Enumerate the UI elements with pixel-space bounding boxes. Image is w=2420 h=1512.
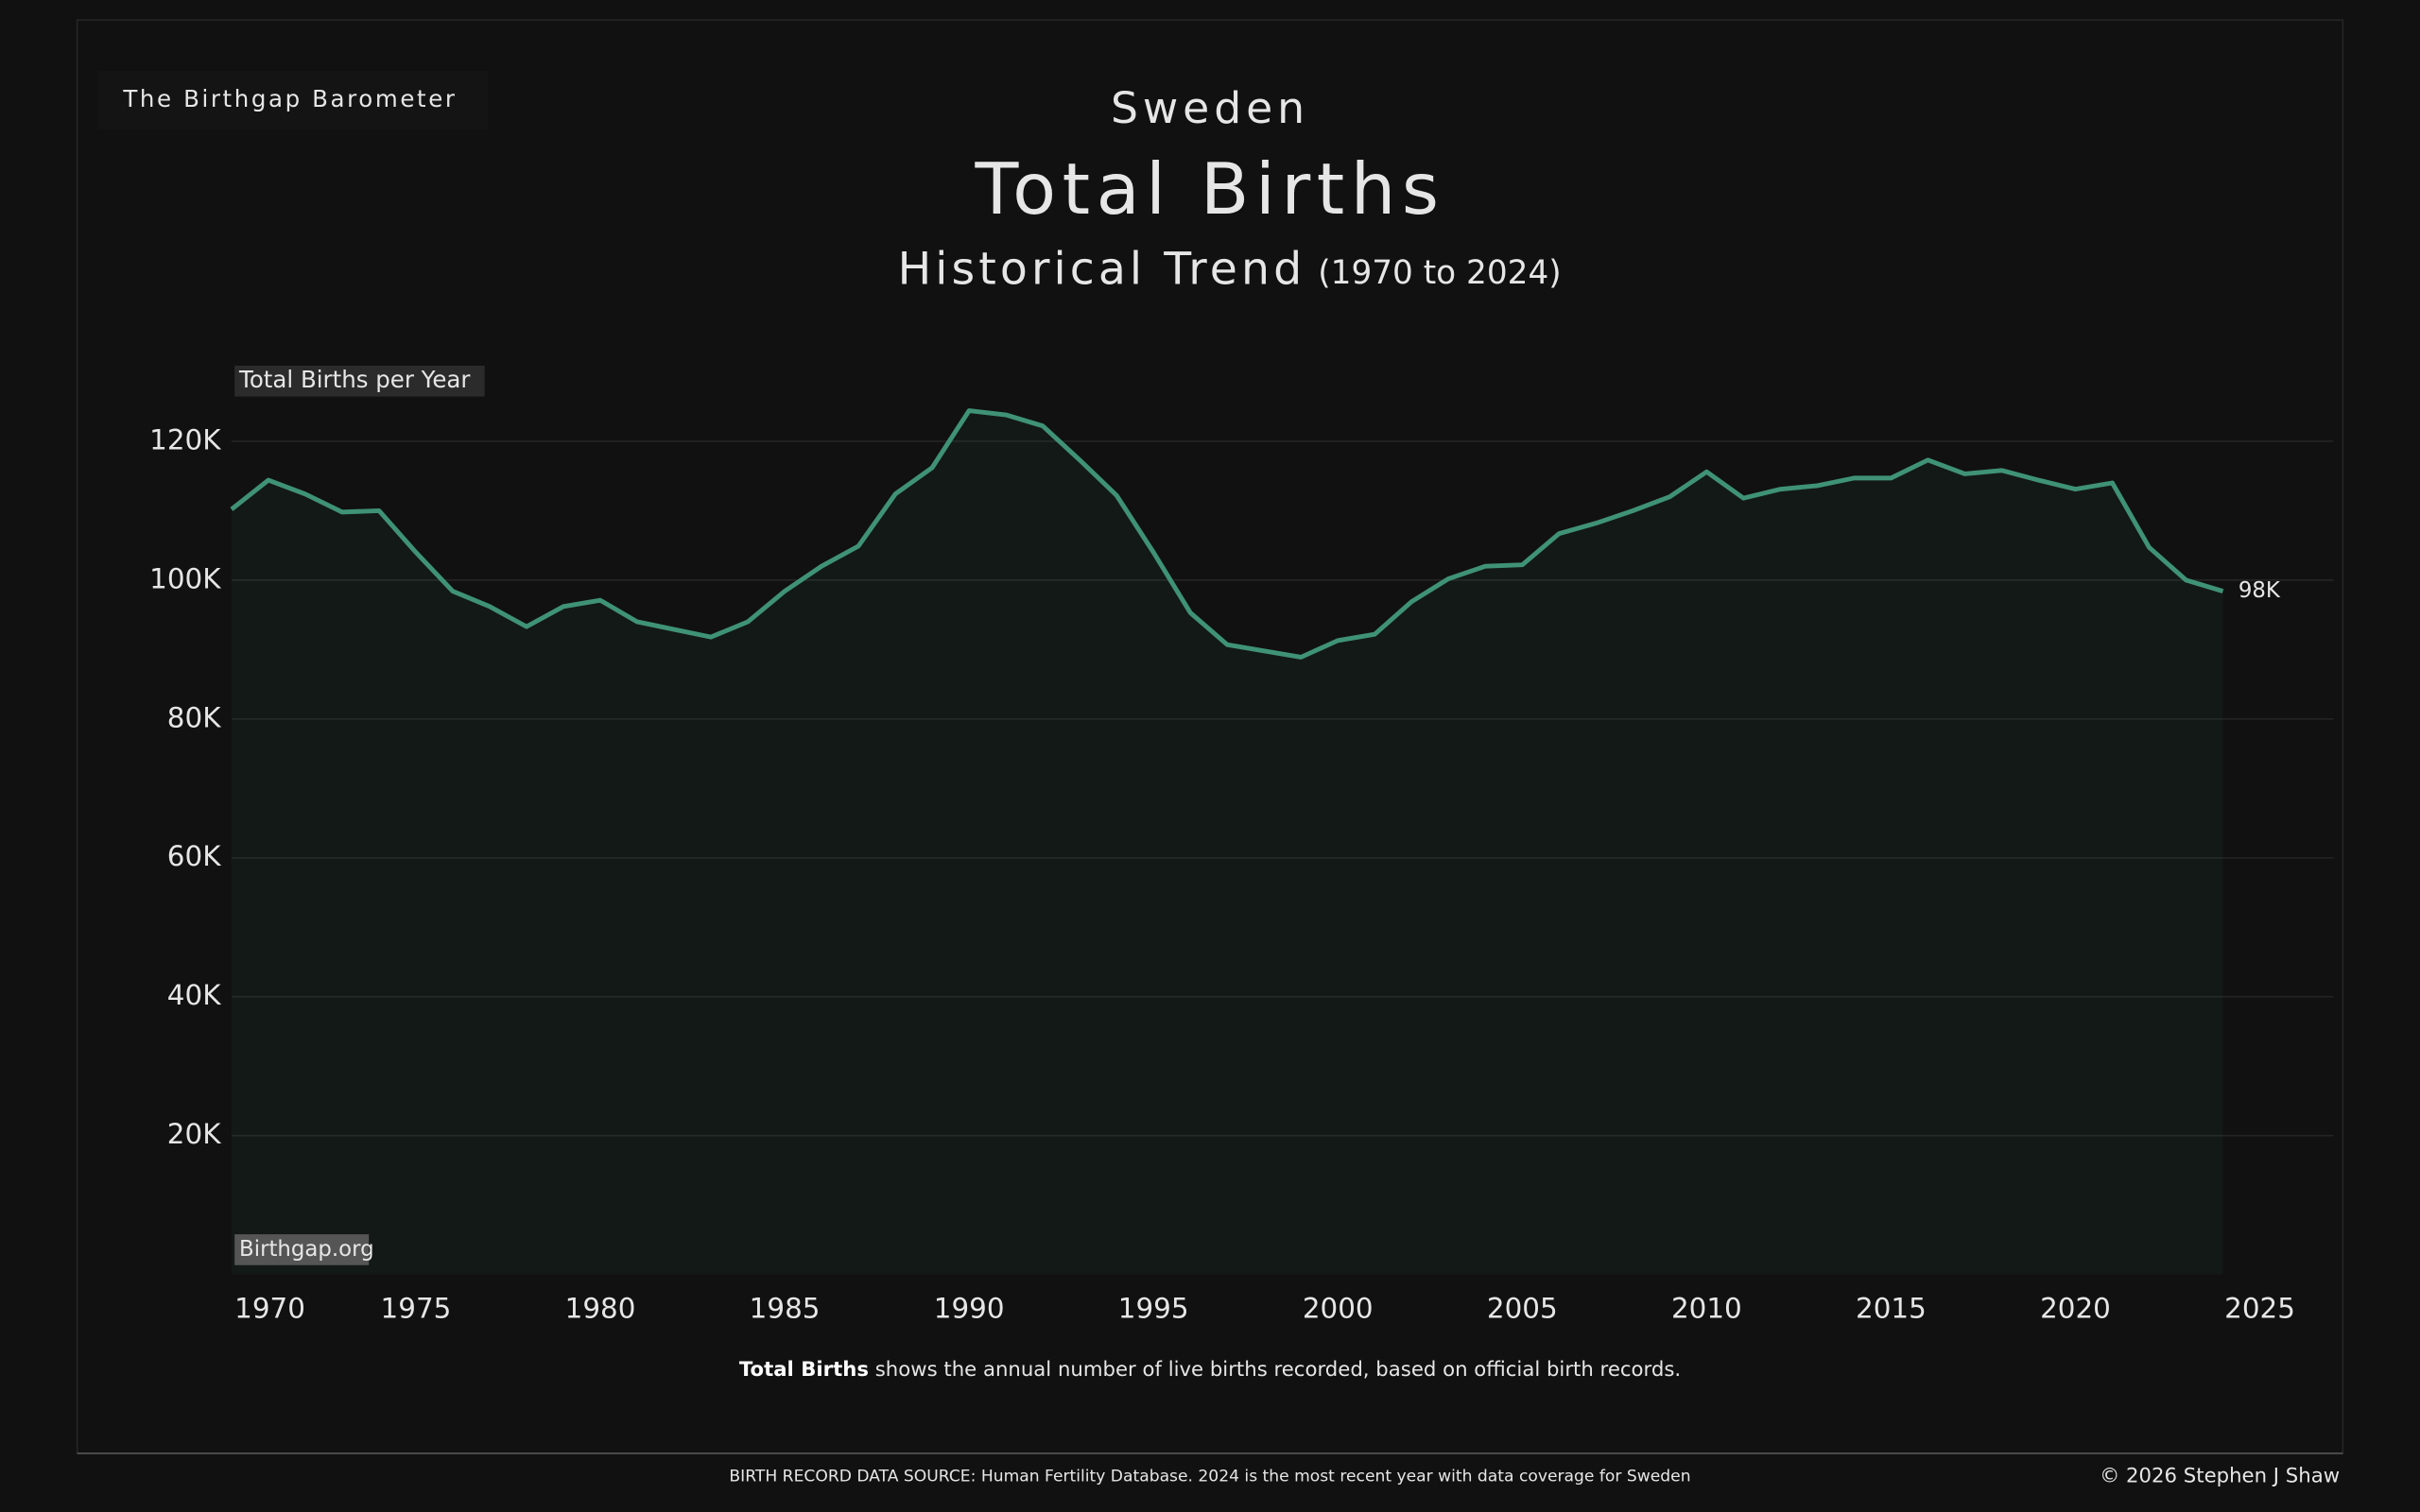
chart-subtitle: Historical Trend [898, 243, 1306, 295]
plot: 20K 40K 60K 80K 100K 120K 1970 1975 1980 1985 1990… [149, 408, 2334, 1325]
caption-text: shows the annual number of live births r… [869, 1358, 1681, 1382]
x-tick-label: 1980 [565, 1293, 636, 1325]
area [231, 410, 2223, 1275]
x-tick-label: 1970 [234, 1293, 305, 1325]
caption: Total Births shows the annual number of … [739, 1358, 1681, 1382]
chart-title: Total Births [974, 147, 1444, 231]
copyright: © 2026 Stephen J Shaw [2100, 1464, 2340, 1487]
watermark-box [234, 1234, 370, 1265]
x-tick-label: 2015 [1856, 1293, 1927, 1325]
y-axis-label: Total Births per Year [238, 366, 471, 393]
country: Sweden [1111, 83, 1309, 133]
value-label: 98K [2238, 578, 2281, 603]
y-tick-label: 20K [167, 1118, 221, 1150]
chart-period: (1970 to 2024) [1318, 254, 1561, 292]
watermark: Birthgap.org [239, 1237, 374, 1262]
x-tick-label: 1975 [381, 1293, 452, 1325]
x-tick-label: 2020 [2040, 1293, 2111, 1325]
x-tick-label: 2005 [1487, 1293, 1558, 1325]
x-tick-label: 2025 [2224, 1293, 2295, 1325]
caption-bold: Total Births [739, 1358, 869, 1382]
y-tick-label: 100K [149, 562, 221, 594]
y-tick-label: 80K [167, 701, 221, 733]
x-tick-label: 1990 [934, 1293, 1005, 1325]
x-tick-label: 1995 [1118, 1293, 1189, 1325]
source: BIRTH RECORD DATA SOURCE: Human Fertilit… [729, 1467, 1690, 1486]
y-tick-label: 60K [167, 840, 221, 872]
x-tick-label: 1985 [750, 1293, 821, 1325]
y-label-box [234, 365, 485, 397]
brand-box [98, 71, 488, 130]
brand: The Birthgap Barometer [122, 85, 457, 112]
x-tick-label: 2000 [1303, 1293, 1374, 1325]
x-tick-label: 2010 [1671, 1293, 1742, 1325]
line [230, 408, 2224, 660]
y-tick-label: 40K [167, 979, 221, 1011]
y-tick-label: 120K [149, 423, 221, 455]
